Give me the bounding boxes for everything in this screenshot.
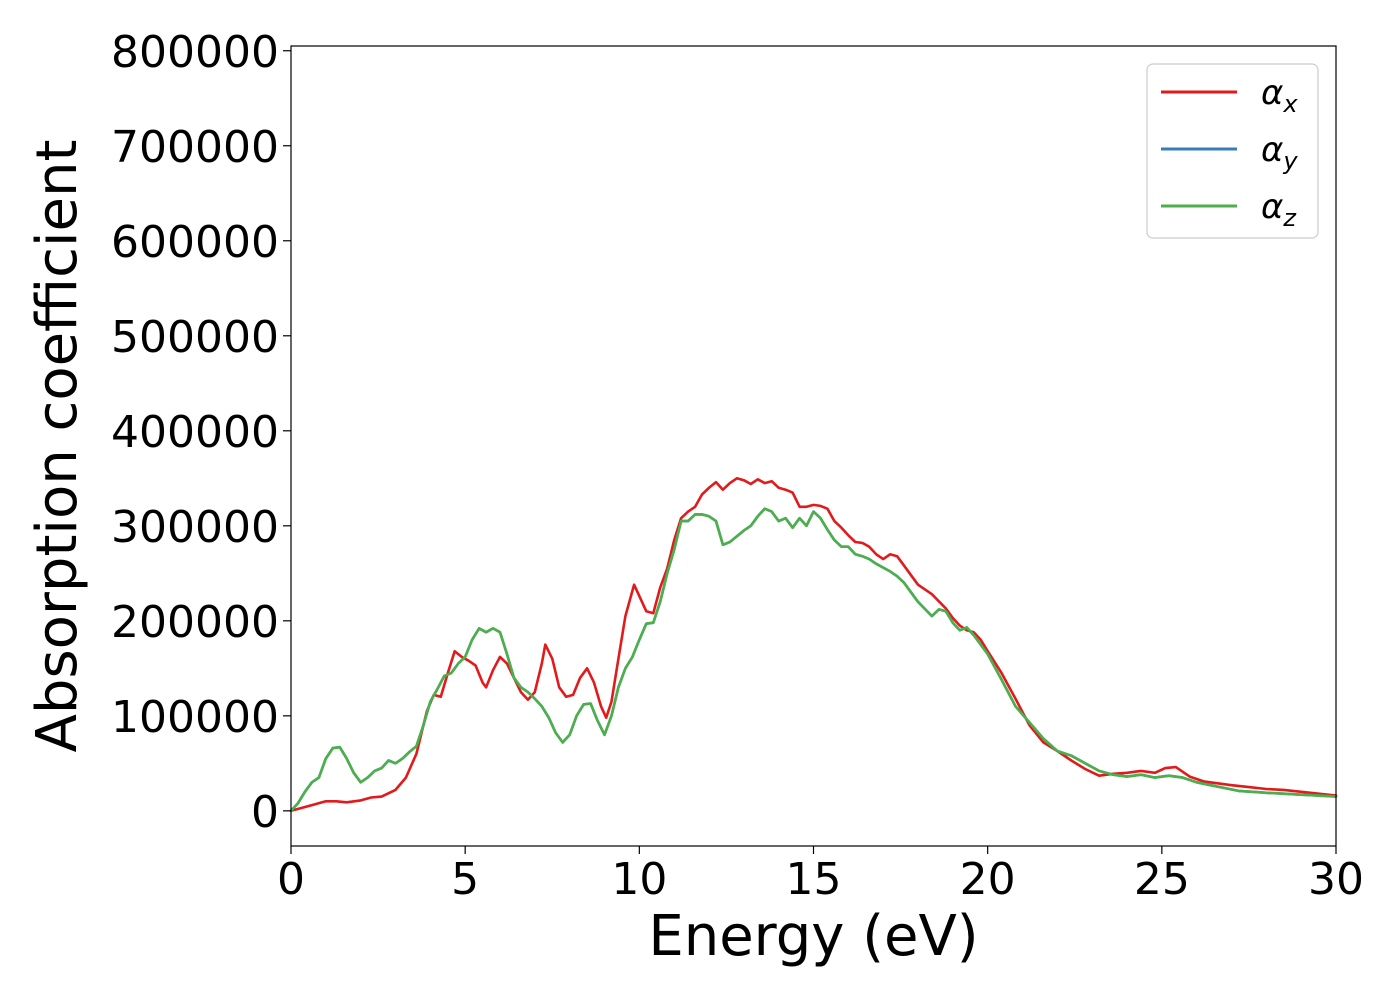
y-tick-label: 0: [251, 787, 279, 838]
y-tick-label: 500000: [111, 312, 279, 363]
y-tick-label: 700000: [111, 122, 279, 173]
x-axis-title: Energy (eV): [648, 904, 978, 969]
x-tick-label: 5: [451, 854, 479, 905]
legend-label-y: αy: [1261, 130, 1298, 175]
x-tick-label: 10: [611, 854, 667, 905]
y-tick-label: 400000: [111, 407, 279, 458]
legend: αx αy αz: [1146, 63, 1319, 239]
legend-label-z: αz: [1261, 187, 1297, 232]
ticks-layer: 0 5 10 15 20 25 30 0 100000 200000 300000 400000 500…: [111, 27, 1364, 905]
x-tick-label: 25: [1134, 854, 1190, 905]
series-line-z: [289, 507, 1338, 813]
x-tick-label: 30: [1308, 854, 1364, 905]
y-tick-label: 600000: [111, 217, 279, 268]
y-tick-label: 800000: [111, 27, 279, 78]
y-tick-label: 100000: [111, 692, 279, 743]
x-tick-label: 20: [960, 854, 1016, 905]
y-tick-label: 200000: [111, 597, 279, 648]
legend-box: [1146, 63, 1319, 239]
series-layer: [289, 477, 1338, 813]
y-tick-label: 300000: [111, 502, 279, 553]
y-axis-title: Absorption coefficient: [25, 140, 90, 753]
legend-label-x: αx: [1261, 73, 1298, 118]
x-tick-label: 15: [786, 854, 842, 905]
x-tick-label: 0: [277, 854, 305, 905]
